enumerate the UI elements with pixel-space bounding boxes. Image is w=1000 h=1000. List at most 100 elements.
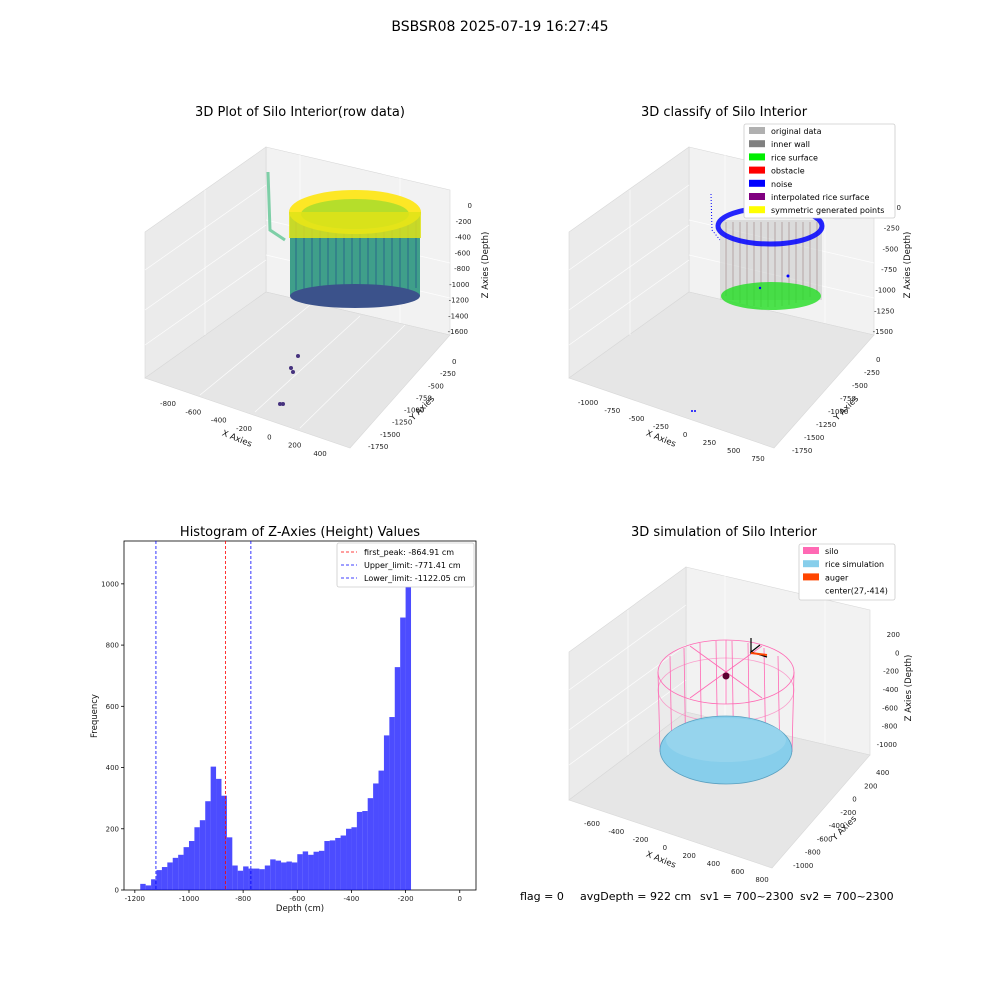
classify-legend-label-3: obstacle: [771, 167, 805, 176]
histogram-y-tick-label-4: 800: [106, 642, 119, 650]
raw-z-axis-label: Z Axies (Depth): [481, 232, 491, 299]
raw-y-tick-6: -1500: [380, 431, 400, 439]
raw-z-tick-7: -1400: [448, 312, 468, 320]
histogram-x-tick-label-5: -200: [398, 895, 414, 903]
raw-y-tick-4: -1000: [404, 407, 424, 415]
classify-z-axis-label: Z Axies (Depth): [903, 232, 913, 299]
raw-pane-floor: [144, 291, 451, 449]
sim-y-tick-6: -800: [805, 849, 821, 857]
classify-y-tick-6: -1500: [804, 434, 824, 442]
histogram-bar-4: [161, 867, 168, 890]
raw-z-tick-labels: 0 -200 -400 -600 -800 -1000 -1200 -1400 -1600: [448, 202, 472, 336]
histogram-bar-7: [178, 854, 184, 890]
classify-legend-label-6: symmetric generated points: [771, 206, 884, 215]
sim-z-tick-6: -1000: [877, 741, 897, 749]
sim-z-tick-5: -800: [882, 723, 898, 731]
classify-legend-frame: [743, 123, 896, 219]
sim-z-tick-2: -200: [883, 668, 899, 676]
histogram-bar-22: [259, 869, 265, 890]
sim-x-tick-6: 600: [731, 868, 744, 876]
raw-x-tick-2: -400: [211, 417, 227, 425]
panel-raw-3d: 3D Plot of Silo Interior(row data): [144, 105, 491, 458]
sim-z-tick-3: -400: [883, 686, 899, 694]
histogram-bar-49: [405, 556, 412, 890]
sim-legend-frame: [798, 543, 896, 601]
histogram-legend-label-1: Upper_limit: -771.41 cm: [364, 561, 461, 570]
sim-x-tick-1: -400: [608, 828, 624, 836]
classify-legend-swatch-0: [749, 127, 765, 134]
classify-z-tick-4: -1000: [875, 287, 895, 295]
histogram-x-tick-label-0: -1200: [125, 895, 145, 903]
histogram-bar-5: [167, 862, 173, 890]
histogram-bar-39: [351, 827, 357, 890]
histogram-bar-34: [324, 841, 330, 890]
raw-x-tick-0: -800: [160, 400, 176, 408]
sim-x-tick-0: -600: [584, 820, 600, 828]
histogram-bar-19: [243, 866, 249, 890]
status-avg-depth: avgDepth = 922 cm: [580, 890, 691, 903]
classify-legend: original data inner wall rice surface obsta…: [749, 127, 884, 215]
sim-y-tick-3: -200: [840, 809, 856, 817]
classify-z-tick-3: -750: [881, 266, 897, 274]
status-sv1: sv1 = 700~2300: [700, 890, 794, 903]
classify-legend-swatch-6: [749, 206, 765, 214]
sim-z-axis-label: Z Axies (Depth): [904, 655, 914, 722]
classify-y-tick-labels: 0 -250 -500 -750 -1000 -1250 -1500 -1750: [792, 356, 880, 455]
sim-x-tick-4: 200: [682, 852, 695, 860]
raw-panel-title: 3D Plot of Silo Interior(row data): [195, 105, 405, 120]
histogram-bar-11: [199, 820, 206, 890]
classify-rice-surface: [721, 282, 821, 310]
histogram-bar-26: [281, 862, 287, 890]
classify-y-tick-4: -1000: [828, 408, 848, 416]
sim-y-tick-7: -1000: [793, 862, 813, 870]
classify-x-tick-0: -1000: [578, 399, 598, 407]
sim-y-tick-labels: 400 200 0 -200 -400 -600 -800 -1000: [793, 769, 889, 870]
raw-cylinder-upper-band: [289, 212, 421, 238]
histogram-legend-frame: [336, 542, 475, 588]
classify-z-tick-labels: 0 -250 -500 -750 -1000 -1250 -1500: [873, 204, 901, 336]
raw-z-tick-4: -800: [454, 265, 470, 273]
sim-pane-floor: [568, 711, 871, 869]
histogram-bar-21: [253, 868, 260, 890]
raw-z-tick-1: -200: [456, 218, 472, 226]
classify-panel-title: 3D classify of Silo Interior: [641, 105, 808, 120]
status-flag: flag = 0: [520, 890, 564, 903]
histogram-bar-13: [210, 766, 217, 890]
raw-y-tick-7: -1750: [368, 443, 388, 451]
raw-y-tick-3: -750: [416, 394, 432, 402]
classify-z-tick-0: 0: [897, 204, 901, 212]
sim-auger-blade: [750, 652, 768, 656]
raw-y-tick-1: -250: [440, 370, 456, 378]
histogram-legend: first_peak: -864.91 cm Upper_limit: -771.…: [341, 548, 466, 583]
raw-outlier-points: [278, 354, 300, 406]
histogram-legend-label-0: first_peak: -864.91 cm: [364, 548, 454, 557]
sim-z-tick-labels: 200 0 -200 -400 -600 -800 -1000: [877, 631, 900, 749]
classify-legend-swatch-1: [749, 140, 765, 148]
classify-x-tick-1: -750: [604, 407, 620, 415]
classify-noise-specks: [691, 274, 790, 412]
status-sv2: sv2 = 700~2300: [800, 890, 894, 903]
histogram-bar-45: [383, 735, 390, 890]
classify-y-tick-3: -750: [840, 395, 856, 403]
classify-legend-swatch-2: [749, 153, 765, 161]
panel-simulation-3d: 3D simulation of Silo Interior silo rice …: [568, 525, 914, 884]
panel-histogram: Histogram of Z-Axies (Height) Values -12…: [90, 525, 477, 914]
raw-z-tick-6: -1200: [449, 297, 469, 305]
sim-legend-label-2: auger: [825, 573, 849, 582]
histogram-bar-17: [232, 865, 238, 890]
classify-legend-label-2: rice surface: [771, 153, 818, 162]
histogram-bar-48: [400, 617, 406, 890]
classify-legend-label-1: inner wall: [771, 140, 810, 149]
sim-y-tick-5: -600: [817, 835, 833, 843]
simulation-panel-title: 3D simulation of Silo Interior: [631, 525, 818, 540]
sim-rice-top: [666, 718, 786, 762]
classify-x-tick-3: -250: [653, 423, 669, 431]
sim-center-marker: [722, 672, 730, 680]
classify-y-tick-5: -1250: [816, 421, 836, 429]
raw-x-tick-4: 0: [267, 433, 271, 441]
histogram-bar-36: [335, 837, 341, 890]
histogram-bar-43: [373, 783, 379, 890]
classify-legend-swatch-3: [749, 166, 765, 174]
classify-noise-arm: [710, 193, 721, 241]
classify-y-tick-0: 0: [876, 356, 880, 364]
